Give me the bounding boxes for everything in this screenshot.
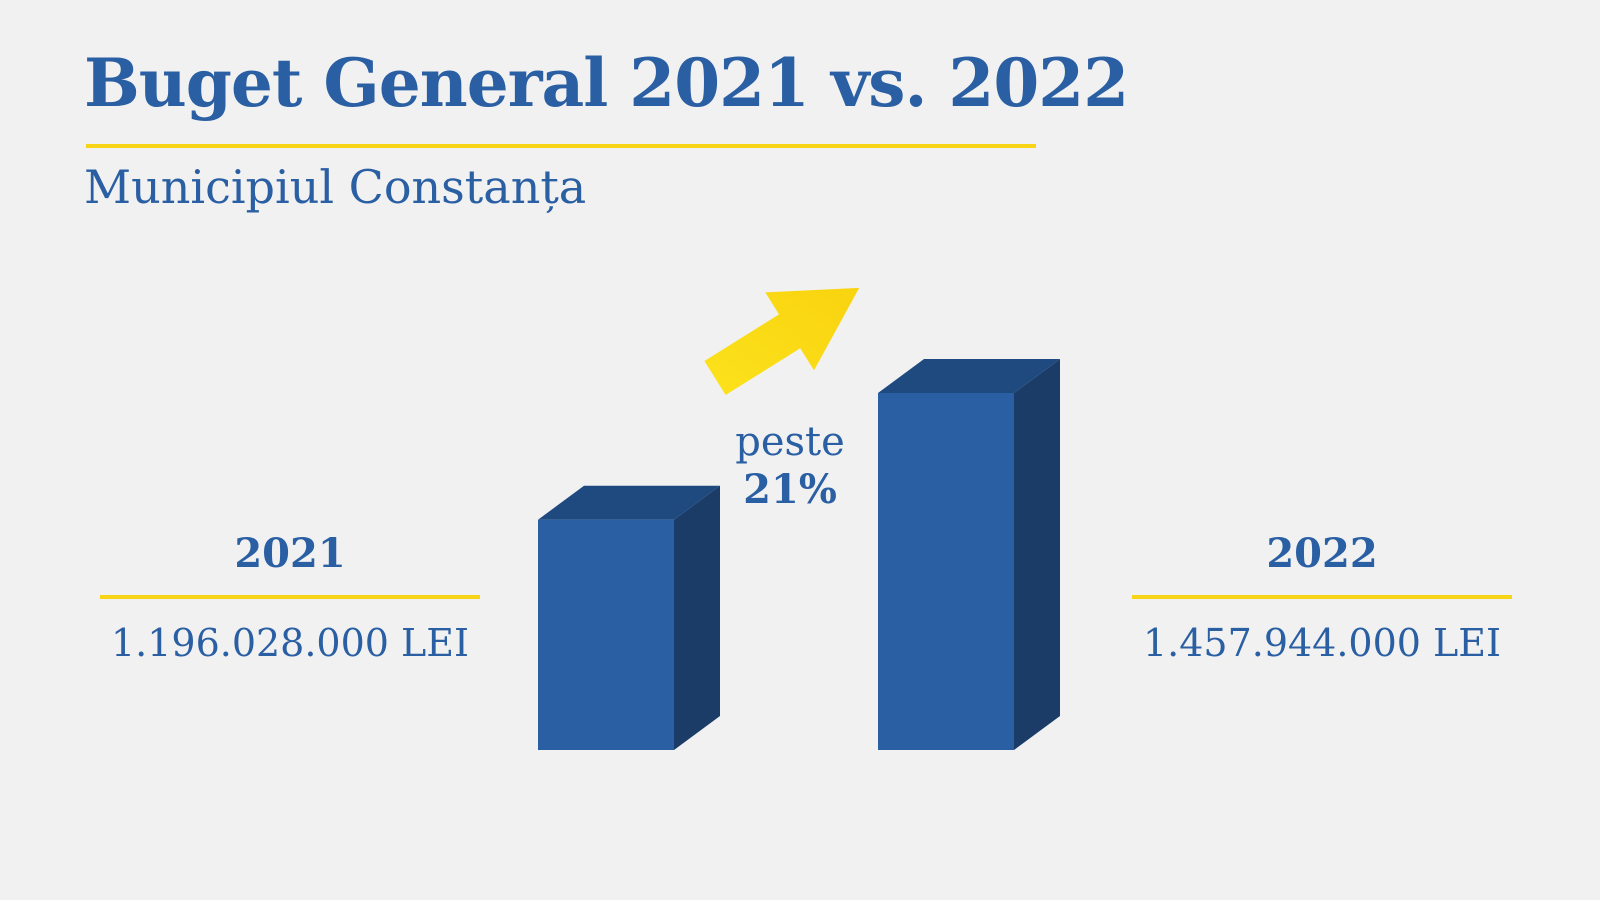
growth-prefix: peste (735, 419, 845, 465)
growth-percent: 21% (743, 466, 837, 513)
bar-2021 (538, 485, 720, 750)
stat-year-label: 2022 (1266, 530, 1378, 577)
page-subtitle: Municipiul Constanța (84, 160, 587, 214)
arrow-up-right-icon (704, 287, 860, 395)
stat-2021: 2021 1.196.028.000 LEI (100, 523, 480, 665)
stat-year-label: 2021 (234, 530, 346, 577)
bar-top (538, 485, 720, 520)
bar-2022 (878, 359, 1060, 750)
bar-top (878, 359, 1060, 393)
bar-side (674, 485, 720, 750)
title-divider (86, 144, 1036, 148)
page-title: Buget General 2021 vs. 2022 (84, 44, 1129, 122)
stat-divider (100, 595, 480, 599)
stat-amount: 1.457.944.000 LEI (1142, 621, 1502, 665)
stat-amount: 1.196.028.000 LEI (110, 621, 470, 665)
growth-label: peste 21% (710, 418, 870, 514)
stat-2022: 2022 1.457.944.000 LEI (1132, 523, 1512, 665)
stat-divider (1132, 595, 1512, 599)
bar-side (1014, 359, 1060, 750)
bar-front (878, 393, 1014, 750)
bar-front (538, 519, 674, 750)
